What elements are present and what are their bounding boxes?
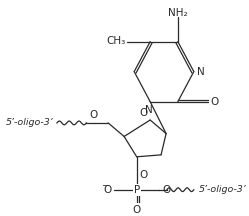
Text: O: O xyxy=(132,205,141,215)
Text: O: O xyxy=(89,110,98,120)
Text: 5’-oligo-3’: 5’-oligo-3’ xyxy=(199,185,247,194)
Text: NH₂: NH₂ xyxy=(168,8,188,18)
Text: N: N xyxy=(197,67,204,77)
Text: O: O xyxy=(103,185,111,195)
Text: O: O xyxy=(139,108,148,118)
Text: N: N xyxy=(145,105,153,115)
Text: O: O xyxy=(162,185,170,195)
Text: P: P xyxy=(133,185,140,195)
Text: O: O xyxy=(140,170,148,180)
Text: O: O xyxy=(211,97,219,107)
Text: 5’-oligo-3’: 5’-oligo-3’ xyxy=(5,118,53,127)
Text: CH₃: CH₃ xyxy=(106,36,125,46)
Text: −: − xyxy=(102,181,110,190)
